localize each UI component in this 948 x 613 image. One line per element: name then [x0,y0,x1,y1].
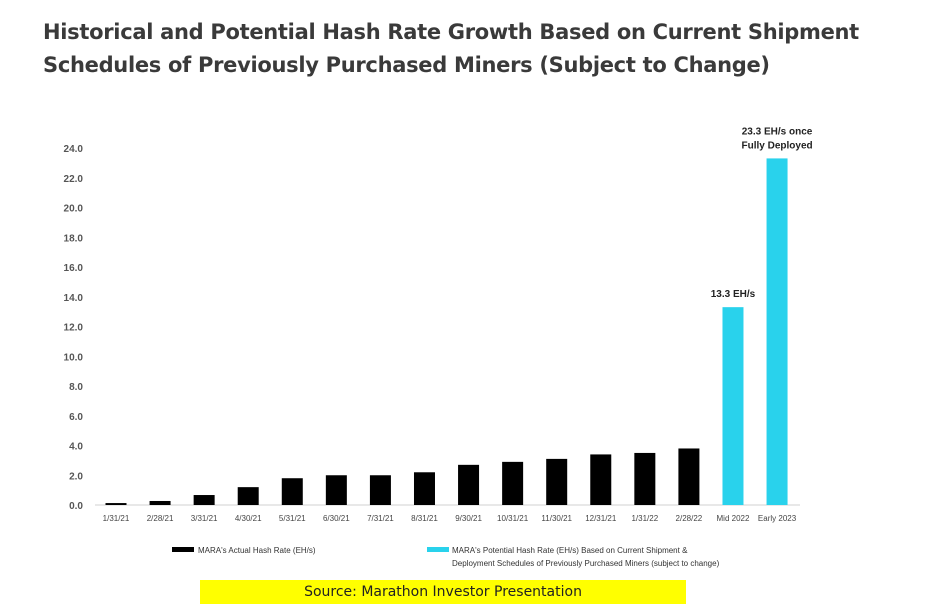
x-tick-label: 9/30/21 [455,514,482,523]
x-tick-label: 1/31/21 [103,514,130,523]
y-tick-label: 0.0 [69,501,83,512]
y-tick-label: 18.0 [64,233,84,244]
bar [325,475,347,505]
legend-swatch-actual [172,547,194,552]
bar [413,472,435,505]
legend-label-actual: MARA's Actual Hash Rate (EH/s) [198,546,316,555]
bar [281,478,303,505]
bar [149,500,171,505]
bar [502,461,524,505]
bar [458,464,480,505]
x-tick-label: Mid 2022 [717,514,750,523]
y-tick-label: 20.0 [64,204,84,215]
x-tick-label: 12/31/21 [585,514,617,523]
bar [237,487,259,505]
legend-label-potential-line1: MARA's Potential Hash Rate (EH/s) Based … [452,546,688,555]
bar [678,448,700,505]
y-tick-label: 14.0 [64,293,84,304]
y-tick-label: 6.0 [69,412,83,423]
bar [193,495,215,505]
bar [546,458,568,505]
data-label: 23.3 EH/s once [742,126,813,137]
x-tick-label: 6/30/21 [323,514,350,523]
y-tick-label: 16.0 [64,263,84,274]
bar [105,503,127,505]
chart-title: Historical and Potential Hash Rate Growt… [43,20,859,77]
x-tick-label: 1/31/22 [631,514,658,523]
y-tick-label: 10.0 [64,352,84,363]
bar [369,475,391,505]
x-tick-label: 7/31/21 [367,514,394,523]
bar [766,158,788,505]
y-tick-label: 22.0 [64,174,84,185]
x-tick-label: 11/30/21 [541,514,572,523]
x-tick-label: 2/28/21 [147,514,174,523]
y-tick-label: 8.0 [69,382,83,393]
y-tick-label: 2.0 [69,471,83,482]
y-tick-label: 12.0 [64,323,84,334]
legend-swatch-potential [427,547,449,552]
source-caption: Source: Marathon Investor Presentation [200,580,686,604]
x-tick-label: 4/30/21 [235,514,262,523]
x-tick-label: 2/28/22 [676,514,703,523]
x-tick-label: 10/31/21 [497,514,529,523]
bar [590,454,612,505]
y-tick-label: 24.0 [64,144,84,155]
data-label: 13.3 EH/s [711,289,756,300]
bar [634,452,656,505]
legend-label-potential-line2: Deployment Schedules of Previously Purch… [452,559,720,568]
x-tick-label: 3/31/21 [191,514,218,523]
x-tick-label: 5/31/21 [279,514,306,523]
x-tick-label: Early 2023 [758,514,797,523]
x-tick-label: 8/31/21 [411,514,438,523]
bar [722,307,744,505]
y-tick-label: 4.0 [69,442,83,453]
data-label: Fully Deployed [741,140,812,151]
